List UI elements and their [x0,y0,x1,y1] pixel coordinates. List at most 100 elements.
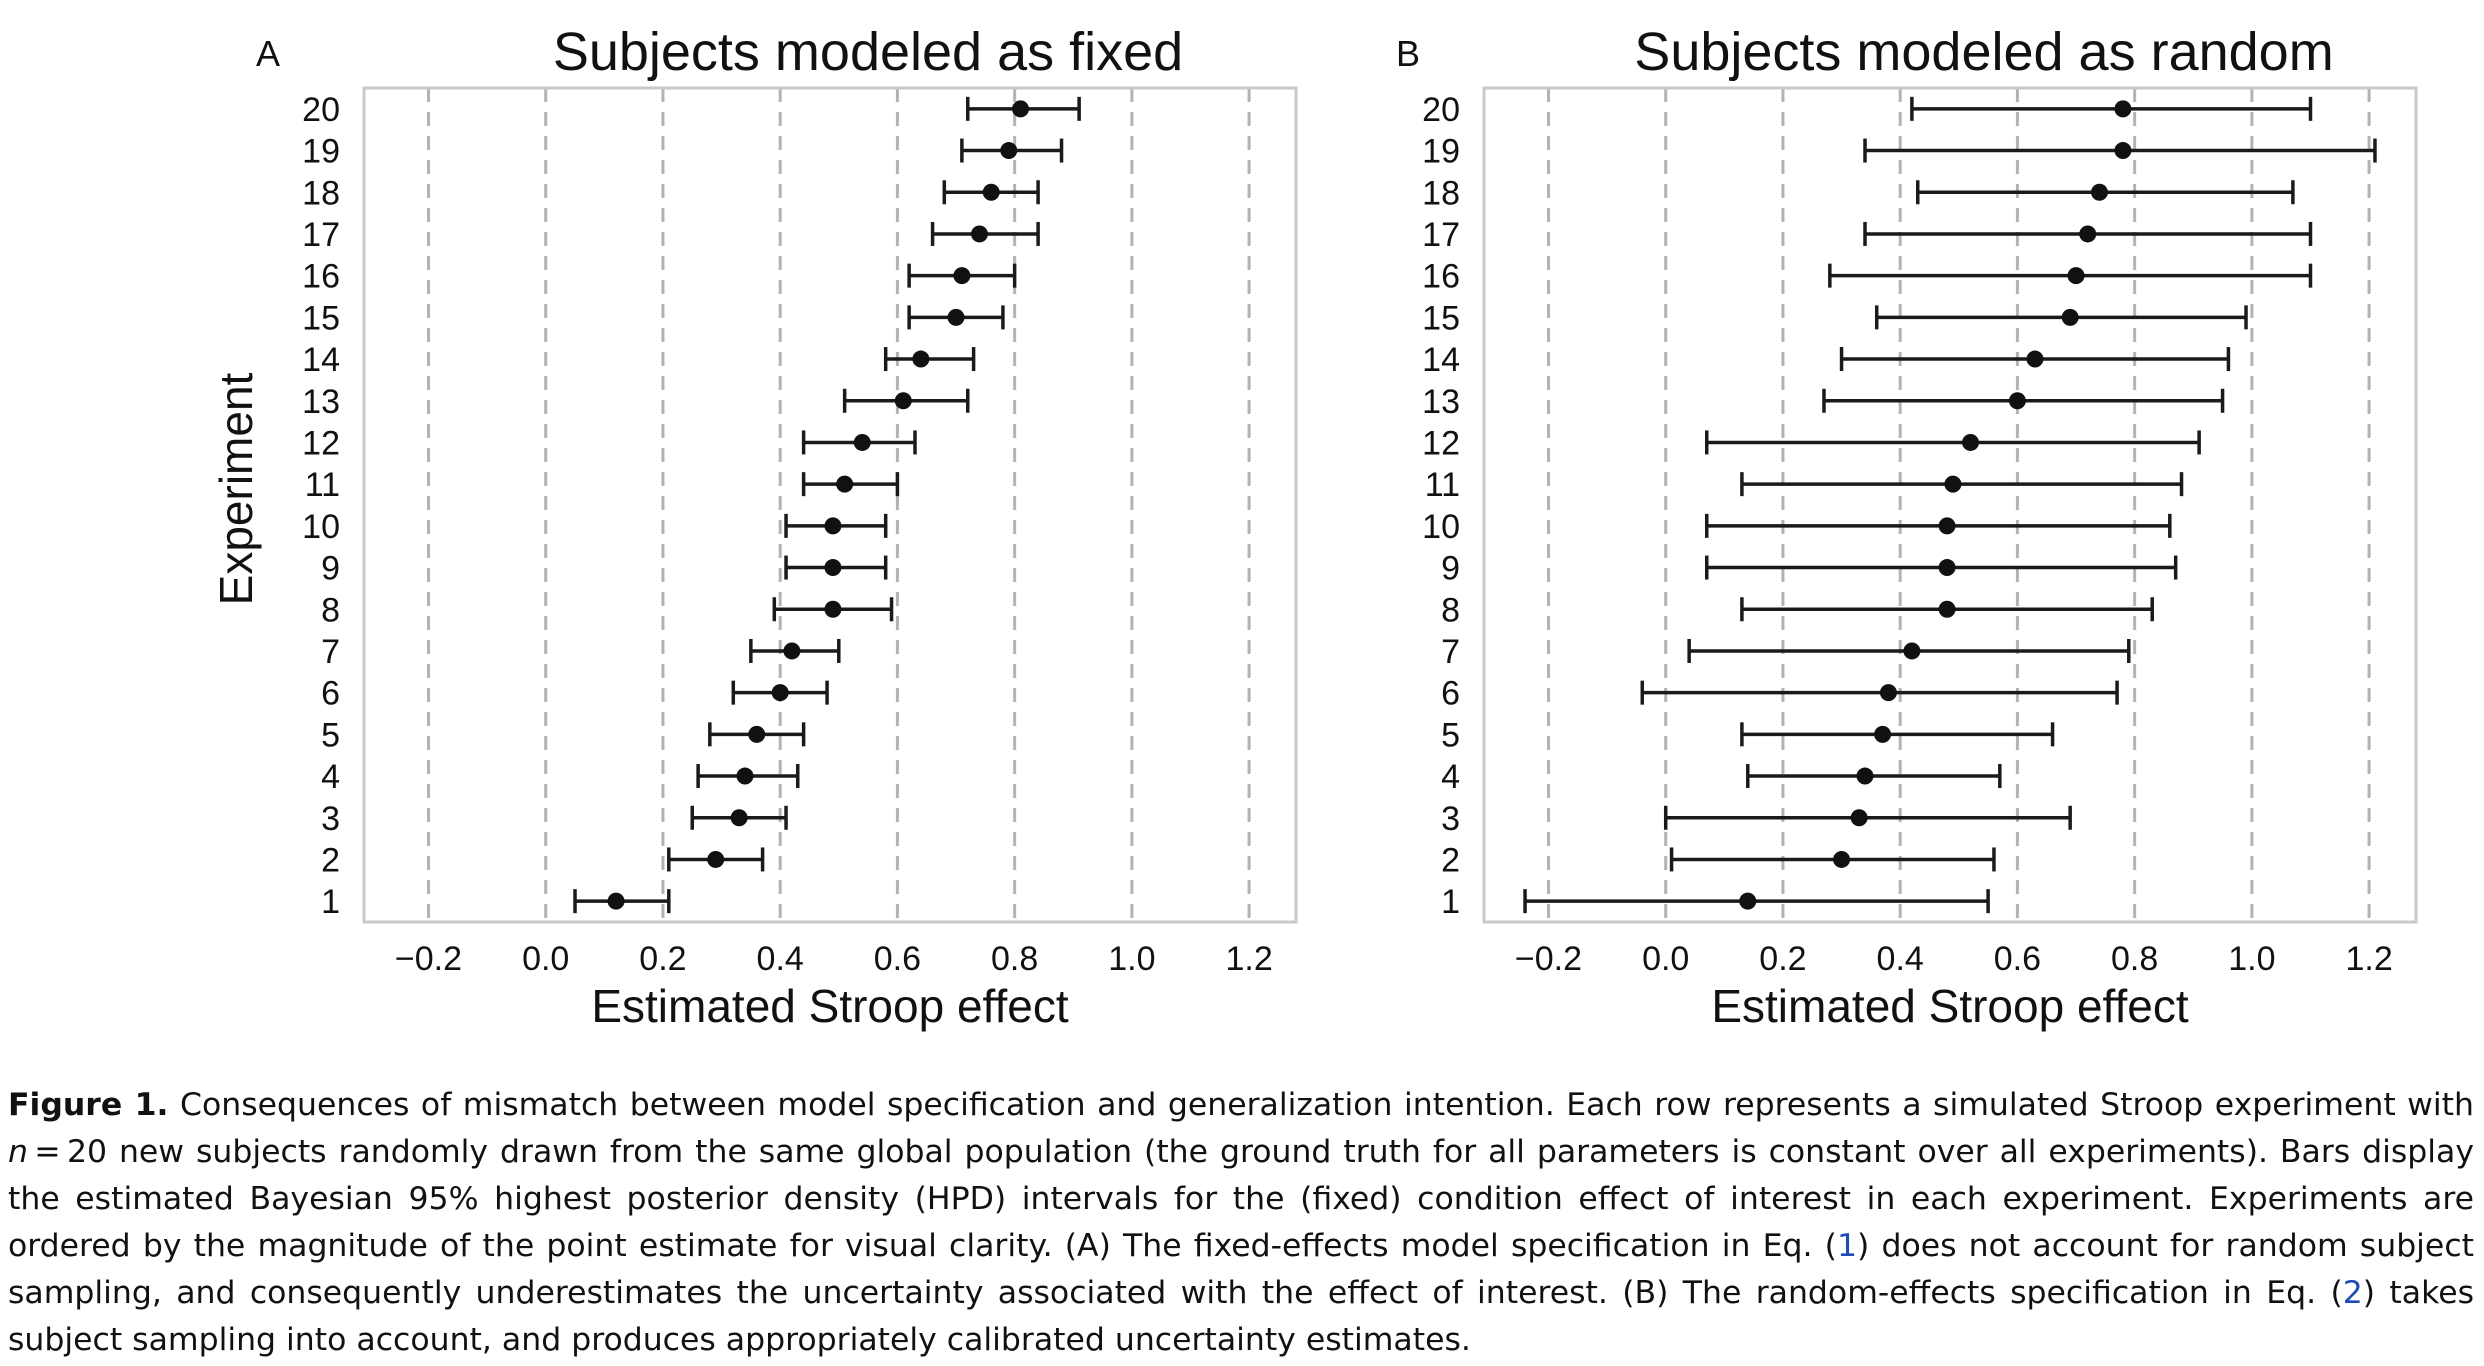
y-tick-label: 11 [305,466,340,504]
estimate-point [1938,600,1956,618]
y-tick-label: 6 [1441,675,1460,713]
y-tick-label: 9 [1441,550,1460,588]
x-tick-label: 0.8 [2111,940,2158,978]
plot-frame [362,86,1298,924]
estimate-point [853,433,871,451]
y-tick-label: 18 [302,174,340,212]
panel-a-fixed: A Subjects modeled as fixed −0.2 0.0 0.2 0.4 0… [210,22,1298,1032]
equation-ref-2[interactable]: 2 [2342,1275,2363,1311]
caption-text-2: = 20 new subjects randomly drawn from th… [8,1134,2474,1264]
y-tick-label: 3 [1441,800,1460,838]
estimate-point [2114,100,2132,118]
estimate-point [1850,809,1868,827]
y-tick-label: 20 [1422,91,1460,129]
panel-b-random: B Subjects modeled as random −0.2 0.0 0.2 0.4… [1396,22,2418,1032]
y-tick-label: 11 [1425,466,1460,504]
caption-n-symbol: n [8,1134,28,1170]
plot-frame [1482,86,2418,924]
y-tick-label: 3 [321,800,340,838]
y-tick-label: 18 [1422,174,1460,212]
y-tick-label: 12 [302,424,340,462]
estimate-point [970,225,988,243]
estimate-point [783,642,801,660]
x-tick-label: 0.6 [874,940,921,978]
y-tick-label: 15 [302,299,340,337]
y-tick-label: 4 [321,758,340,796]
x-axis-label: Estimated Stroop effect [591,980,1069,1032]
estimate-point [1938,559,1956,577]
panel-letter: B [1396,33,1420,74]
y-tick-label: 20 [302,91,340,129]
figure-caption: Figure 1. Consequences of mismatch betwe… [8,1082,2474,1364]
y-tick-label: 8 [1441,591,1460,629]
y-tick-label: 14 [302,341,340,379]
x-tick-label: 0.0 [522,940,569,978]
y-tick-label: 10 [1422,508,1460,546]
panel-title: Subjects modeled as random [1634,22,2333,82]
estimate-point [1903,642,1921,660]
estimate-point [1833,850,1851,868]
y-tick-label: 13 [1422,383,1460,421]
estimate-point [1962,433,1980,451]
estimate-point [953,267,971,285]
equation-ref-1[interactable]: 1 [1836,1228,1858,1264]
y-tick-label: 5 [321,716,340,754]
x-tick-label: 1.0 [1108,940,1155,978]
panel-title: Subjects modeled as fixed [553,22,1183,82]
x-tick-label: −0.2 [395,940,462,978]
x-tick-label: 0.6 [1994,940,2041,978]
y-tick-label: 5 [1441,716,1460,754]
estimate-point [824,600,842,618]
y-axis-label: Experiment [210,372,262,605]
estimate-point [2114,142,2132,160]
caption-text-3: ) does not account for random subject sa… [8,1228,2474,1311]
estimate-point [824,517,842,535]
estimate-point [736,767,754,785]
estimate-point [2026,350,2044,368]
caption-text-1: Consequences of mismatch between model s… [168,1087,2474,1123]
estimate-point [1012,100,1030,118]
estimate-point [1879,684,1897,702]
estimate-point [748,725,766,743]
x-tick-label: 0.8 [991,940,1038,978]
estimate-point [607,892,625,910]
estimate-point [1856,767,1874,785]
x-tick-label: −0.2 [1515,940,1582,978]
caption-text-4: ) takes subject sampling into account, a… [8,1275,2474,1358]
y-tick-label: 9 [321,550,340,588]
x-tick-label: 0.4 [757,940,804,978]
x-tick-label: 0.0 [1642,940,1689,978]
estimate-point [730,809,748,827]
x-tick-label: 1.0 [2228,940,2275,978]
caption-label: Figure 1. [8,1087,169,1123]
estimate-point [2067,267,2085,285]
y-tick-label: 2 [321,841,340,879]
estimate-point [894,392,912,410]
y-tick-label: 17 [1422,216,1460,254]
estimate-point [824,559,842,577]
y-tick-label: 7 [321,633,340,671]
y-tick-label: 19 [302,133,340,171]
y-tick-label: 12 [1422,424,1460,462]
estimate-point [1944,475,1962,493]
estimate-point [2079,225,2097,243]
estimate-point [1938,517,1956,535]
estimate-point [2090,183,2108,201]
y-tick-label: 14 [1422,341,1460,379]
estimate-point [947,308,965,326]
y-tick-label: 7 [1441,633,1460,671]
y-tick-label: 19 [1422,133,1460,171]
x-tick-label: 0.2 [639,940,686,978]
x-tick-label: 1.2 [2345,940,2392,978]
y-tick-label: 8 [321,591,340,629]
y-tick-label: 16 [1422,258,1460,296]
estimate-point [771,684,789,702]
estimate-point [836,475,854,493]
panel-letter: A [256,33,280,74]
estimate-point [912,350,930,368]
estimate-point [982,183,1000,201]
y-tick-label: 4 [1441,758,1460,796]
estimate-point [1874,725,1892,743]
y-tick-label: 2 [1441,841,1460,879]
y-tick-label: 13 [302,383,340,421]
